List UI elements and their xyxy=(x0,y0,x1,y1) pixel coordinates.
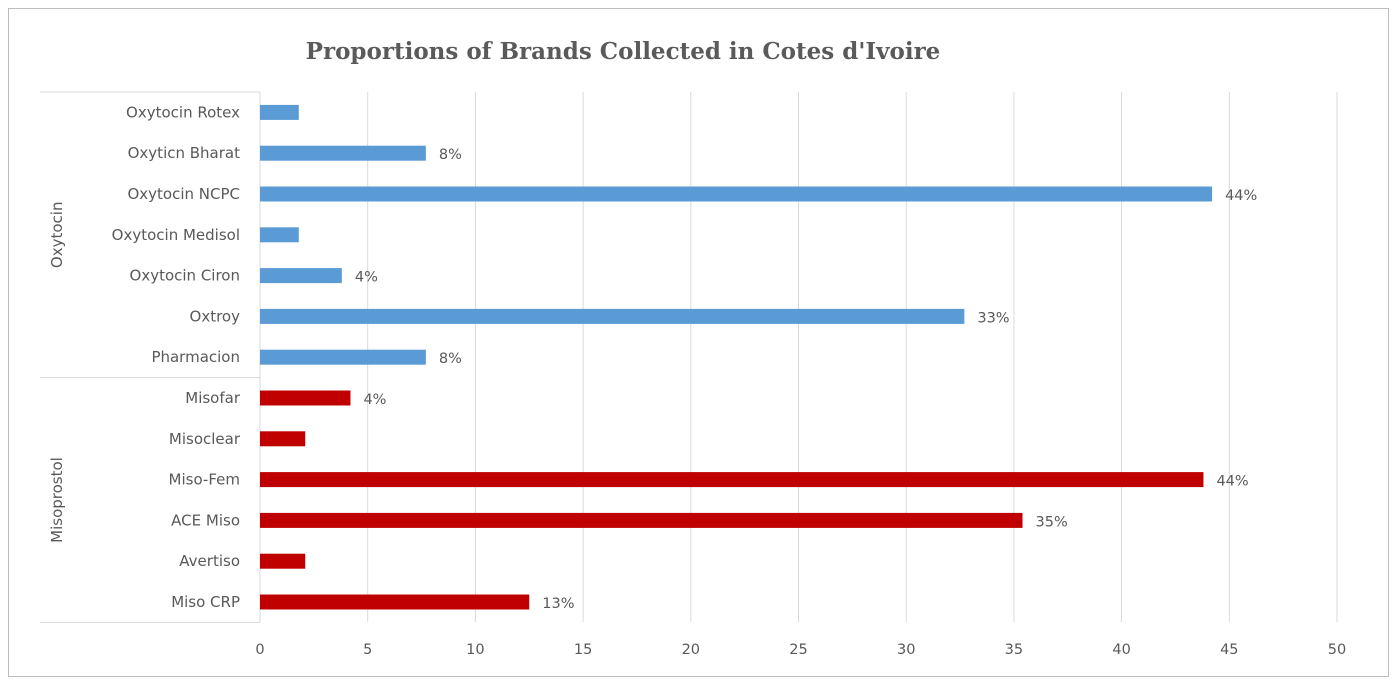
data-label: 44% xyxy=(1216,474,1248,490)
category-label: Oxytocin Rotex xyxy=(126,103,240,121)
x-tick-label: 50 xyxy=(1328,642,1346,658)
category-label: Oxyticn Bharat xyxy=(128,144,240,162)
category-label: Oxtroy xyxy=(190,307,241,325)
category-label: Oxytocin Medisol xyxy=(112,226,240,244)
group-label: Misoprostol xyxy=(48,457,66,543)
bar xyxy=(260,472,1204,488)
x-tick-label: 15 xyxy=(574,642,592,658)
data-label: 8% xyxy=(439,351,462,367)
bar xyxy=(260,268,342,284)
x-tick-label: 25 xyxy=(789,642,807,658)
data-label: 4% xyxy=(363,392,386,408)
bar xyxy=(260,390,351,406)
category-label: Misofar xyxy=(185,389,241,407)
bar xyxy=(260,431,306,447)
bar xyxy=(260,308,965,324)
data-label: 8% xyxy=(439,147,462,163)
category-label: Oxytocin NCPC xyxy=(127,185,240,203)
x-tick-label: 30 xyxy=(897,642,915,658)
bar xyxy=(260,349,426,365)
category-label: Oxytocin Ciron xyxy=(130,267,240,285)
data-label: 4% xyxy=(355,270,378,286)
bar xyxy=(260,145,426,161)
x-tick-label: 40 xyxy=(1112,642,1130,658)
category-label: Pharmacion xyxy=(151,348,240,366)
x-tick-label: 45 xyxy=(1220,642,1238,658)
data-label: 35% xyxy=(1036,514,1068,530)
chart-title: Proportions of Brands Collected in Cotes… xyxy=(305,38,941,65)
bar xyxy=(260,512,1023,528)
category-label: Avertiso xyxy=(179,552,240,570)
x-tick-label: 0 xyxy=(255,642,264,658)
bar xyxy=(260,186,1213,202)
grid-lines xyxy=(367,92,1338,622)
category-label: Misoclear xyxy=(169,430,241,448)
group-label: Oxytocin xyxy=(48,202,66,269)
bar xyxy=(260,104,299,120)
category-label: Miso CRP xyxy=(171,593,240,611)
category-label: Miso-Fem xyxy=(169,471,240,489)
x-tick-label: 5 xyxy=(363,642,372,658)
category-label: ACE Miso xyxy=(171,511,240,529)
labels: 0 5 10 15 20 25 30 35 40 45 50 Oxytocin Rotex Oxytic… xyxy=(48,103,1346,658)
x-tick-label: 35 xyxy=(1005,642,1023,658)
data-label: 33% xyxy=(977,310,1009,326)
x-tick-label: 20 xyxy=(682,642,700,658)
bars xyxy=(260,104,1213,610)
data-label: 44% xyxy=(1225,188,1257,204)
bar xyxy=(260,553,306,569)
data-label: 13% xyxy=(542,596,574,612)
bar xyxy=(260,594,530,610)
bar xyxy=(260,227,299,243)
chart-frame xyxy=(8,8,1389,677)
x-tick-label: 10 xyxy=(466,642,484,658)
